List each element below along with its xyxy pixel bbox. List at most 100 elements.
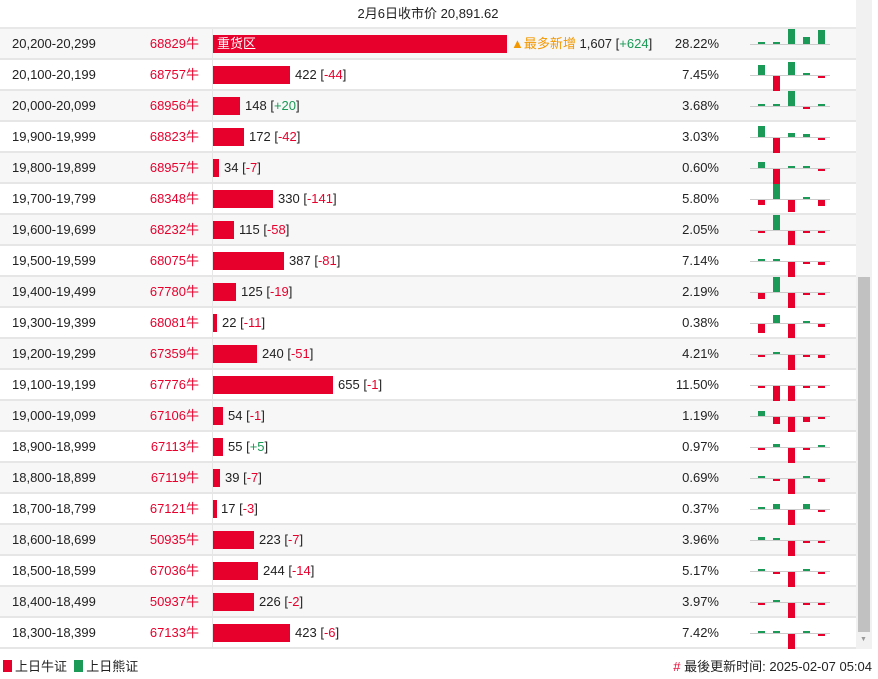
count-value: 223 [-7]: [259, 532, 304, 547]
spark-bar-bull: [818, 200, 825, 206]
spark-bar-bear: [758, 104, 765, 106]
spark-bar-bull: [818, 138, 825, 140]
count-value: ▲最多新增 1,607 [+624]: [511, 36, 653, 51]
trend-sparkline: [750, 463, 830, 494]
spark-bar-bull: [788, 417, 795, 432]
spark-bar-bull: [788, 448, 795, 463]
cbbc-code-link[interactable]: 67776牛: [149, 377, 199, 392]
strike-range: 20,100-20,199: [12, 67, 96, 82]
spark-bar-bear: [773, 184, 780, 199]
spark-bar-bull: [758, 448, 765, 450]
spark-bar-bear: [818, 30, 825, 44]
trend-sparkline: [750, 153, 830, 184]
strike-range: 19,100-19,199: [12, 377, 96, 392]
cbbc-code-link[interactable]: 67121牛: [149, 501, 199, 516]
trend-sparkline: [750, 432, 830, 463]
count-change: +624: [619, 36, 649, 51]
table-row: 20,200-20,299 68829牛 重货区 ▲最多新增 1,607 [+624]…: [0, 29, 856, 60]
cbbc-code-link[interactable]: 67119牛: [150, 470, 199, 485]
spark-bar-bear: [803, 197, 810, 199]
spark-bar-bull: [758, 386, 765, 388]
trend-sparkline: [750, 401, 830, 432]
count-change: -11: [243, 315, 262, 330]
count-value: 125 [-19]: [241, 284, 293, 299]
cbbc-code-link[interactable]: 67036牛: [149, 563, 199, 578]
trend-sparkline: [750, 370, 830, 401]
spark-bar-bear: [773, 352, 780, 354]
spark-bar-bull: [788, 262, 795, 277]
spark-bar-bull: [803, 448, 810, 450]
cbbc-code-link[interactable]: 67113牛: [150, 439, 199, 454]
percent: 7.45%: [682, 67, 719, 82]
count-bar: 重货区: [213, 35, 507, 53]
count-bar: [213, 128, 244, 146]
cbbc-code-link[interactable]: 67359牛: [149, 346, 199, 361]
percent: 0.97%: [682, 439, 719, 454]
count-change: -1: [366, 377, 379, 392]
spark-bar-bear: [773, 631, 780, 633]
trend-sparkline: [750, 246, 830, 277]
spark-bar-bull: [803, 107, 810, 109]
table-row: 18,700-18,799 67121牛 17 [-3] 0.37%: [0, 494, 856, 525]
cbbc-code-link[interactable]: 68348牛: [149, 191, 199, 206]
table-row: 19,300-19,399 68081牛 22 [-11] 0.38%: [0, 308, 856, 339]
cbbc-code-link[interactable]: 68075牛: [149, 253, 199, 268]
cbbc-code-link[interactable]: 68957牛: [149, 160, 199, 175]
scrollbar[interactable]: ▼: [856, 0, 872, 649]
count-text: 148: [245, 98, 267, 113]
scroll-down-arrow-icon[interactable]: ▼: [860, 636, 867, 643]
percent: 7.14%: [682, 253, 719, 268]
table-row: 18,500-18,599 67036牛 244 [-14] 5.17%: [0, 556, 856, 587]
count-value: 172 [-42]: [249, 129, 301, 144]
count-text: 244: [263, 563, 285, 578]
count-bar: [213, 66, 290, 84]
percent: 5.80%: [682, 191, 719, 206]
legend-bear-label: 上日熊证: [86, 659, 139, 674]
count-change: -6: [323, 625, 336, 640]
count-change: -14: [291, 563, 311, 578]
cbbc-code-link[interactable]: 68081牛: [149, 315, 199, 330]
count-change: -2: [287, 594, 300, 609]
count-text: 1,607: [579, 36, 613, 51]
spark-bar-bear: [803, 166, 810, 168]
trend-sparkline: [750, 91, 830, 120]
scrollbar-thumb[interactable]: [858, 277, 870, 632]
count-value: 22 [-11]: [222, 315, 266, 330]
spark-bar-bear: [788, 133, 795, 137]
table-header: 2月6日收市价 20,891.62: [0, 0, 856, 29]
table-row: 18,600-18,699 50935牛 223 [-7] 3.96%: [0, 525, 856, 556]
spark-bar-bull: [788, 603, 795, 618]
table-row: 19,200-19,299 67359牛 240 [-51] 4.21%: [0, 339, 856, 370]
spark-bar-bull: [788, 510, 795, 525]
count-change: -7: [287, 532, 300, 547]
count-bar: [213, 283, 236, 301]
spark-bar-bull: [788, 634, 795, 649]
table-row: 19,000-19,099 67106牛 54 [-1] 1.19%: [0, 401, 856, 432]
cbbc-code-link[interactable]: 67133牛: [149, 625, 199, 640]
spark-bar-bull: [818, 231, 825, 233]
spark-bar-bull: [788, 231, 795, 245]
cbbc-code-link[interactable]: 68232牛: [149, 222, 199, 237]
trend-sparkline: [750, 277, 830, 308]
spark-bar-bear: [818, 104, 825, 106]
spark-bar-bull: [788, 324, 795, 338]
cbbc-code-link[interactable]: 50935牛: [149, 532, 199, 547]
count-change: -42: [277, 129, 297, 144]
count-bar: [213, 252, 284, 270]
percent: 5.17%: [682, 563, 719, 578]
spark-bar-bear: [773, 504, 780, 509]
cbbc-code-link[interactable]: 68829牛: [149, 36, 199, 51]
count-text: 330: [278, 191, 300, 206]
count-text: 55: [228, 439, 243, 454]
strike-range: 18,500-18,599: [12, 563, 96, 578]
spark-bar-bull: [818, 355, 825, 358]
trend-sparkline: [750, 618, 830, 649]
spark-bar-bull: [818, 262, 825, 265]
cbbc-code-link[interactable]: 50937牛: [149, 594, 199, 609]
cbbc-code-link[interactable]: 67780牛: [149, 284, 199, 299]
cbbc-code-link[interactable]: 67106牛: [149, 408, 199, 423]
cbbc-code-link[interactable]: 68956牛: [149, 98, 199, 113]
cbbc-code-link[interactable]: 68823牛: [149, 129, 199, 144]
strike-range: 19,300-19,399: [12, 315, 96, 330]
cbbc-code-link[interactable]: 68757牛: [149, 67, 199, 82]
